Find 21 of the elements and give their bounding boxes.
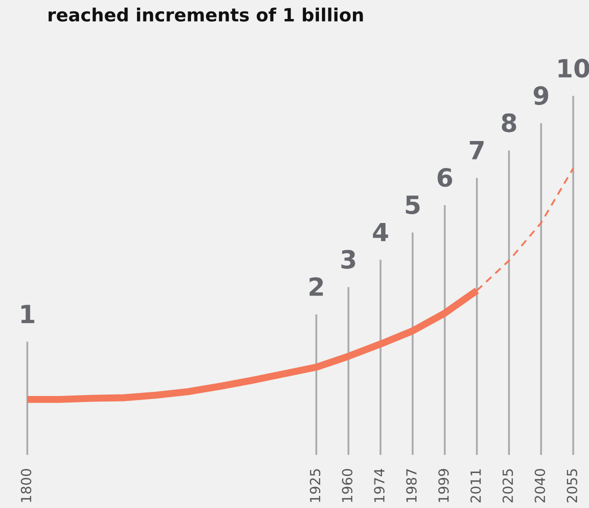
x-tick-label: 1974 — [374, 468, 385, 502]
ref-line-label: 10 — [558, 58, 589, 78]
x-tick-label: 2040 — [534, 468, 546, 502]
x-tick-label: 1925 — [310, 469, 320, 502]
ref-line-label: 5 — [406, 196, 420, 214]
x-tick-label: 2055 — [566, 469, 578, 502]
x-tick-label: 1960 — [342, 468, 352, 502]
x-tick-label: 1987 — [406, 469, 417, 502]
ref-line-label: 3 — [341, 250, 356, 269]
ref-line-label: 4 — [372, 222, 388, 242]
ref-line-label: 9 — [534, 86, 548, 106]
x-tick-label: 2011 — [470, 469, 481, 502]
ref-line-label: 2 — [310, 277, 323, 296]
ref-line-label: 7 — [470, 141, 484, 160]
ref-line-label: 1 — [21, 304, 34, 324]
ref-line-label: 8 — [502, 113, 516, 132]
ref-line-label: 6 — [438, 168, 452, 187]
x-tick-label: 1800 — [20, 468, 32, 502]
chart-title: reached increments of 1 billion — [48, 8, 363, 22]
x-tick-label: 1999 — [438, 469, 449, 502]
x-tick-label: 2025 — [502, 469, 514, 502]
